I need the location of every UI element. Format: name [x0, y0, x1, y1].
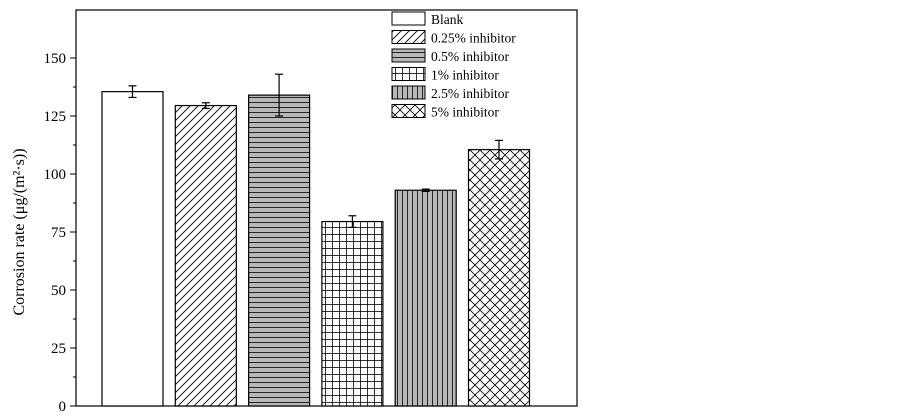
- y-tick-label: 150: [44, 51, 67, 67]
- bar: [321, 220, 384, 407]
- legend-swatch: [391, 11, 426, 26]
- legend-swatch: [391, 30, 426, 44]
- bar: [101, 91, 164, 407]
- bar: [248, 94, 311, 407]
- y-tick-label: 75: [51, 225, 66, 241]
- legend-label: 1% inhibitor: [431, 68, 499, 83]
- legend-label: 0.25% inhibitor: [431, 31, 516, 46]
- legend: Blank 0.25% inhibitor 0.5% inhibitor 1% inh…: [391, 11, 516, 120]
- legend-swatch: [391, 48, 426, 63]
- bar: [174, 104, 237, 407]
- y-tick-label: 100: [44, 167, 67, 183]
- y-tick-label: 25: [51, 341, 66, 357]
- y-axis-title: Corrosion rate (μg/(m²·s)): [11, 148, 28, 315]
- legend-label: 2.5% inhibitor: [431, 86, 509, 101]
- legend-swatch: [391, 67, 426, 81]
- legend-label: Blank: [431, 12, 463, 27]
- legend-label: 5% inhibitor: [431, 105, 499, 120]
- y-tick-label: 50: [51, 283, 66, 299]
- legend-label: 0.5% inhibitor: [431, 49, 509, 64]
- legend-swatch: [391, 104, 426, 118]
- plot-area: 0 25 50 75 100 125 150: [44, 9, 578, 415]
- bar: [467, 149, 531, 407]
- legend-swatch: [391, 85, 426, 100]
- bar: [394, 189, 457, 407]
- y-tick-label: 125: [44, 109, 67, 125]
- y-tick-label: 0: [59, 399, 67, 415]
